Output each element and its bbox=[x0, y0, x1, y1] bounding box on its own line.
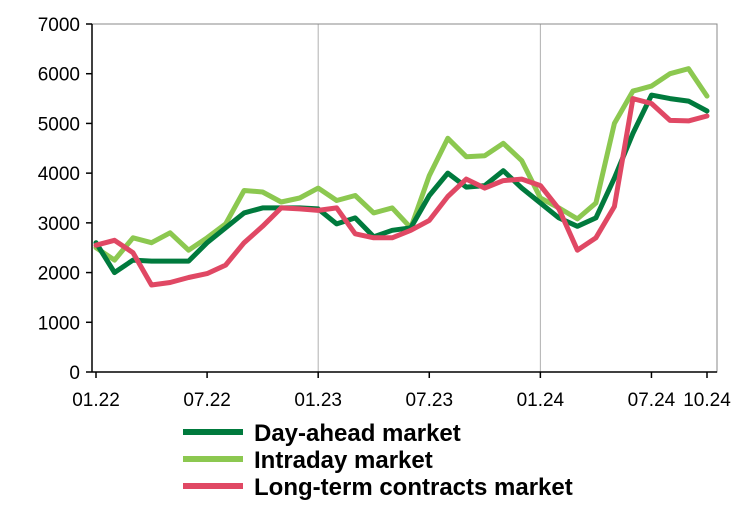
x-tick-label: 07.22 bbox=[183, 390, 231, 411]
x-tick-label: 01.22 bbox=[72, 390, 120, 411]
y-tick-label: 7000 bbox=[38, 15, 80, 36]
series-line bbox=[93, 66, 710, 263]
y-tick-label: 0 bbox=[69, 363, 80, 384]
y-tick-label: 4000 bbox=[38, 164, 80, 185]
series-line bbox=[93, 96, 710, 288]
x-tick-label: 07.24 bbox=[628, 390, 676, 411]
legend-label: Long-term contracts market bbox=[254, 474, 573, 501]
y-tick-label: 6000 bbox=[38, 65, 80, 86]
legend-label: Intraday market bbox=[254, 447, 433, 474]
y-tick-label: 3000 bbox=[38, 214, 80, 235]
series-line bbox=[93, 92, 710, 276]
x-tick-label: 10.24 bbox=[683, 390, 731, 411]
y-tick-label: 2000 bbox=[38, 264, 80, 285]
legend-label: Day-ahead market bbox=[254, 420, 461, 447]
plot-area-frame bbox=[91, 23, 718, 373]
x-axis-ticks: 01.22 07.22 01.23 07.23 01.24 07.24 10.24 bbox=[72, 372, 731, 411]
y-tick-label: 1000 bbox=[38, 313, 80, 334]
x-tick-label: 07.23 bbox=[405, 390, 453, 411]
x-tick-label: 01.23 bbox=[294, 390, 342, 411]
y-tick-label: 5000 bbox=[38, 114, 80, 135]
x-tick-label: 01.24 bbox=[517, 390, 565, 411]
y-axis-ticks: 0 1000 2000 3000 4000 5000 6000 7000 bbox=[38, 15, 92, 384]
series-layer bbox=[93, 66, 710, 288]
